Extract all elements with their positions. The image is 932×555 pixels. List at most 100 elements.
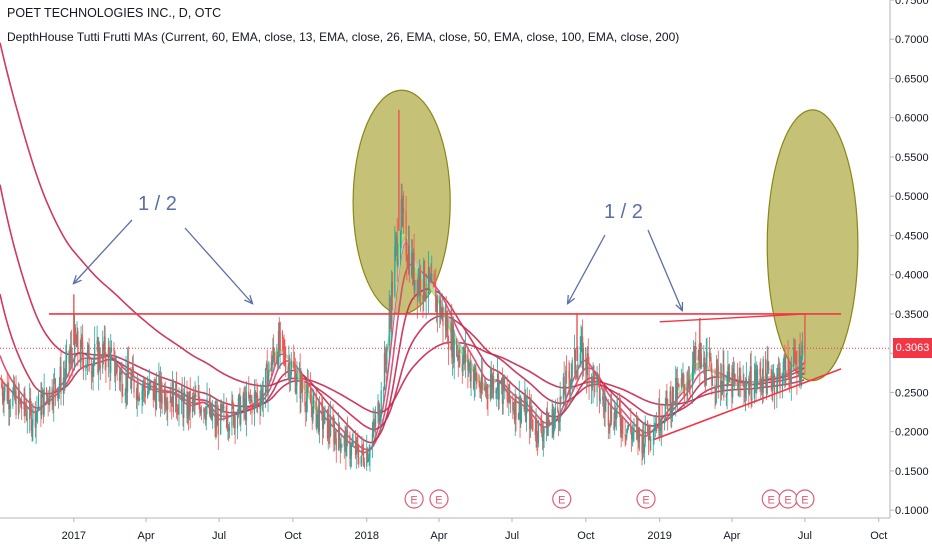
candle-body: [607, 401, 609, 426]
candle-body: [21, 407, 23, 410]
candle-body: [9, 407, 11, 410]
candle-body: [239, 394, 241, 425]
candle-body: [60, 366, 62, 394]
candle-body: [514, 394, 516, 421]
candle-body: [434, 283, 436, 288]
candle-body: [740, 376, 742, 384]
candles: [1, 109, 806, 472]
candle-body: [244, 398, 247, 421]
candle-body: [51, 387, 53, 403]
candle-body: [389, 309, 391, 313]
candle-body: [447, 318, 449, 345]
candle-body: [271, 360, 273, 371]
candle-body: [464, 350, 467, 363]
candle-body: [147, 391, 149, 398]
candle-body: [423, 261, 425, 299]
candle-body: [63, 377, 65, 379]
candle-body: [529, 401, 531, 430]
candle-body: [9, 405, 12, 408]
candle-body: [574, 349, 576, 361]
candle-body: [469, 363, 471, 382]
candle-body: [587, 353, 589, 363]
candle-body: [715, 387, 717, 391]
candle-body: [396, 236, 398, 265]
candle-body: [507, 400, 509, 403]
candle-body: [490, 374, 492, 385]
candle-body: [304, 391, 306, 407]
earnings-marker-label: E: [558, 495, 565, 507]
candle-body: [189, 391, 191, 413]
candle-body: [251, 399, 253, 414]
candle-body: [638, 429, 640, 443]
candle-body: [602, 396, 604, 400]
candle-body: [564, 393, 566, 397]
candle-body: [530, 406, 532, 419]
candle-body: [800, 373, 802, 380]
candle-body: [401, 199, 403, 214]
indicator-legend: DepthHouse Tutti Frutti MAs (Current, 60…: [7, 30, 680, 44]
candle-body: [135, 392, 138, 401]
candle-body: [542, 433, 544, 442]
candle-body: [187, 397, 190, 415]
candle-body: [163, 389, 166, 404]
candle-body: [391, 281, 394, 297]
candle-body: [423, 261, 426, 296]
candle-body: [295, 385, 297, 393]
candle-body: [518, 396, 520, 414]
candle-body: [125, 373, 127, 394]
candle-body: [14, 391, 16, 398]
candle-body: [667, 399, 669, 416]
candle-body: [631, 433, 633, 440]
candle-body: [430, 277, 432, 281]
candle-body: [468, 363, 471, 367]
candle-body: [301, 389, 304, 392]
candle-body: [194, 395, 196, 402]
candle-body: [43, 387, 45, 415]
candle-body: [648, 426, 650, 441]
candle-body: [549, 423, 551, 425]
candle-body: [436, 298, 438, 313]
candle-body: [144, 389, 146, 398]
candle-body: [599, 399, 601, 401]
candle-body: [328, 418, 330, 433]
candle-body: [344, 434, 346, 438]
candle-body: [520, 407, 522, 422]
candle-body: [98, 348, 101, 365]
candle-body: [329, 432, 331, 436]
candle-body: [574, 349, 577, 373]
candle-body: [496, 389, 498, 391]
candle-body: [790, 366, 792, 384]
candle-body: [119, 372, 121, 382]
candle-body: [733, 374, 735, 377]
candle-body: [399, 233, 402, 259]
candle-body: [385, 361, 387, 365]
candle-body: [672, 386, 674, 405]
candle-body: [159, 378, 162, 402]
candle-body: [284, 349, 286, 363]
candle-body: [643, 443, 646, 453]
arrow-right-2: [647, 229, 682, 310]
candle-body: [277, 330, 280, 366]
candle-body: [386, 345, 388, 365]
candle-body: [704, 380, 707, 386]
chart-title: POET TECHNOLOGIES INC., D, OTC: [7, 6, 222, 20]
candle-body: [102, 343, 105, 352]
candle-body: [216, 415, 219, 426]
candle-body: [535, 420, 537, 436]
candle-body: [262, 393, 264, 405]
candle-body: [658, 403, 660, 432]
candle-body: [531, 418, 533, 420]
candle-body: [801, 354, 803, 374]
candle-body: [88, 345, 90, 372]
ratio-label-left: 1 / 2: [138, 193, 177, 215]
candle-body: [338, 424, 341, 440]
candle-body: [416, 280, 418, 298]
candle-body: [686, 387, 688, 396]
earnings-marker: [404, 489, 424, 509]
candle-body: [233, 415, 235, 426]
candle-body: [703, 357, 705, 368]
candle-body: [335, 438, 337, 451]
candle-body: [411, 252, 414, 279]
candle-body: [571, 360, 573, 377]
